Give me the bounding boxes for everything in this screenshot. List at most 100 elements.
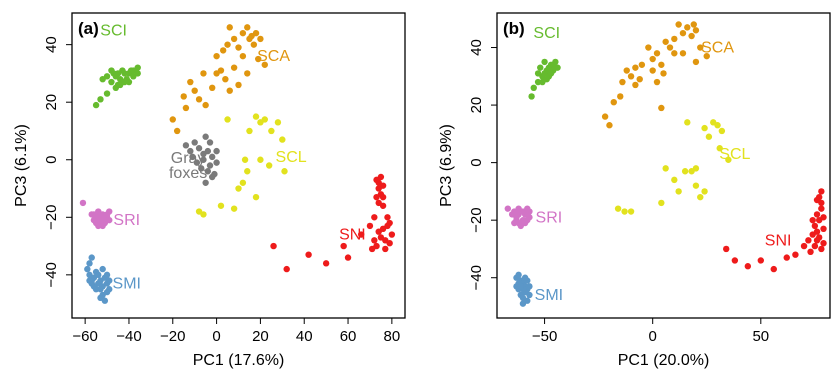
data-point xyxy=(601,113,609,120)
y-tick-label: −20 xyxy=(468,207,485,232)
data-point xyxy=(244,168,251,175)
data-point xyxy=(283,265,290,273)
data-point xyxy=(645,44,652,51)
data-point xyxy=(125,78,133,86)
data-point xyxy=(134,70,141,77)
data-point xyxy=(718,127,726,135)
data-point xyxy=(681,168,689,175)
group-label: SRI xyxy=(113,212,140,229)
data-point xyxy=(101,297,109,304)
data-point xyxy=(92,101,100,109)
data-point xyxy=(511,219,518,227)
data-point xyxy=(195,145,203,152)
data-point xyxy=(189,153,196,161)
data-point xyxy=(79,199,87,207)
data-point xyxy=(716,145,723,152)
series-sri xyxy=(79,199,113,230)
data-point xyxy=(206,162,214,169)
data-point xyxy=(97,286,104,293)
data-point xyxy=(200,70,207,77)
data-point xyxy=(744,263,752,270)
x-tick-label: 80 xyxy=(384,328,401,345)
data-point xyxy=(619,78,626,86)
series-sri xyxy=(504,205,533,230)
data-point xyxy=(770,265,777,273)
data-point xyxy=(679,29,687,37)
x-tick-label: 0 xyxy=(649,328,657,345)
data-point xyxy=(692,27,700,34)
data-point xyxy=(649,67,656,74)
data-point xyxy=(95,222,102,230)
data-point xyxy=(697,44,704,51)
data-point xyxy=(692,165,700,172)
data-point xyxy=(547,70,555,77)
data-point xyxy=(521,219,529,227)
data-point xyxy=(281,168,288,175)
data-point xyxy=(191,87,198,94)
data-point xyxy=(224,41,231,48)
series-sni xyxy=(723,188,827,273)
data-point xyxy=(270,242,277,250)
data-point xyxy=(187,147,194,155)
x-tick-label: 40 xyxy=(296,328,313,345)
data-point xyxy=(813,237,821,244)
data-point xyxy=(239,179,247,186)
data-point xyxy=(820,214,827,221)
series-scl xyxy=(614,119,732,215)
data-point xyxy=(252,193,260,201)
data-point xyxy=(684,24,691,31)
panel-letter: (b) xyxy=(503,19,525,38)
data-point xyxy=(217,202,225,209)
series-smi xyxy=(513,271,533,307)
data-point xyxy=(627,73,635,80)
data-point xyxy=(690,21,697,28)
data-point xyxy=(623,67,630,74)
data-point xyxy=(371,237,378,244)
y-tick-label: 20 xyxy=(468,97,485,114)
data-point xyxy=(202,133,209,140)
group-label: SCL xyxy=(276,149,307,166)
x-tick-label: 50 xyxy=(752,328,769,345)
data-point xyxy=(86,260,93,267)
data-point xyxy=(265,162,273,169)
data-point xyxy=(731,257,739,264)
data-point xyxy=(204,168,212,175)
data-point xyxy=(813,211,821,218)
data-point xyxy=(200,211,207,218)
data-point xyxy=(368,245,376,253)
data-point xyxy=(658,104,665,112)
data-point xyxy=(213,159,220,166)
data-point xyxy=(675,21,682,28)
data-point xyxy=(809,216,816,224)
data-point xyxy=(807,248,814,256)
data-point xyxy=(86,277,93,284)
data-point xyxy=(230,205,238,212)
data-point xyxy=(108,67,115,74)
data-point xyxy=(235,185,242,192)
series-sca xyxy=(601,21,710,129)
data-point xyxy=(244,70,251,77)
data-point xyxy=(357,231,365,238)
data-point xyxy=(252,29,260,37)
data-point xyxy=(257,156,264,163)
data-point xyxy=(818,245,825,253)
group-label: SCI xyxy=(100,22,127,39)
data-point xyxy=(222,75,229,83)
group-label: SCA xyxy=(701,40,734,57)
data-point xyxy=(261,61,268,68)
data-point xyxy=(305,251,312,258)
data-point xyxy=(106,277,113,284)
data-point xyxy=(671,176,678,184)
data-point xyxy=(703,52,710,60)
data-point xyxy=(121,78,128,86)
data-point xyxy=(526,208,533,215)
data-point xyxy=(666,44,674,51)
data-point xyxy=(800,242,808,250)
series-gray-foxes xyxy=(182,133,220,186)
data-point xyxy=(322,260,330,267)
data-point xyxy=(515,205,522,212)
y-axis-label: PC3 (6.9%) xyxy=(438,124,455,207)
group-label: SMI xyxy=(535,287,563,304)
data-point xyxy=(662,38,669,45)
data-point xyxy=(653,78,661,86)
